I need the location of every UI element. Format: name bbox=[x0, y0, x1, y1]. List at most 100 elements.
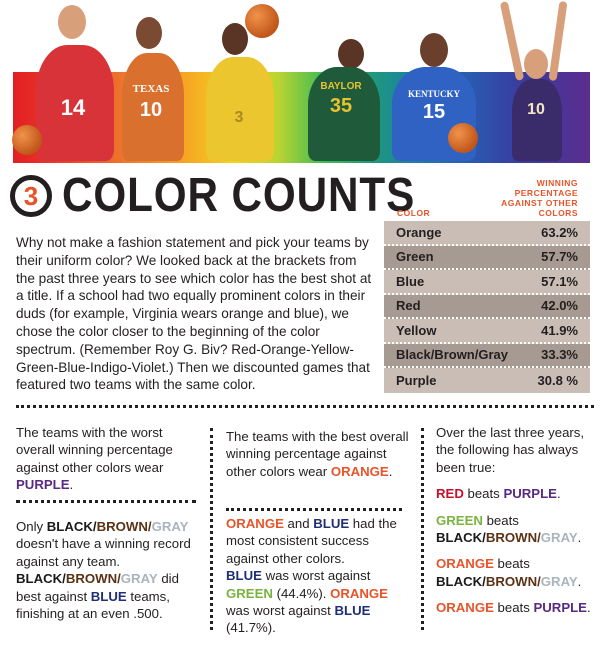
fact-column-2b: ORANGE and BLUE had the most consistent … bbox=[226, 515, 412, 646]
player-head bbox=[338, 39, 364, 69]
fact-text: . bbox=[556, 486, 561, 502]
fact-text: . bbox=[586, 600, 591, 616]
column-divider bbox=[210, 428, 213, 630]
player-photo-purple: 10 bbox=[499, 0, 570, 163]
jersey-team: KENTUCKY bbox=[407, 89, 460, 99]
player-photo-red: 14 bbox=[12, 3, 118, 163]
highlight-brown: BROWN/ bbox=[485, 573, 541, 589]
highlight-purple: PURPLE bbox=[503, 486, 557, 502]
player-jersey bbox=[512, 79, 562, 161]
row-pct: 33.3% bbox=[541, 347, 578, 363]
column-header-winning-percentage: WINNING PERCENTAGE AGAINST OTHER COLORS bbox=[501, 178, 578, 218]
highlight-green: GREEN bbox=[436, 512, 483, 528]
fact-text: beats bbox=[493, 600, 534, 616]
fact-green-beats-bbg: GREEN beats BLACK/BROWN/GRAY. bbox=[436, 512, 596, 547]
player-head bbox=[58, 5, 86, 39]
fact-text: was worst against bbox=[261, 568, 371, 584]
jersey-team: TEXAS bbox=[132, 83, 170, 95]
table-row: Red 42.0% bbox=[384, 294, 590, 319]
highlight-blue: BLUE bbox=[313, 516, 350, 531]
fact-text: and bbox=[283, 516, 314, 531]
fact-red-beats-purple: RED beats PURPLE. bbox=[436, 485, 596, 502]
row-color: Red bbox=[396, 298, 421, 314]
player-head bbox=[222, 23, 248, 55]
highlight-purple: PURPLE bbox=[533, 600, 587, 616]
highlight-orange: ORANGE bbox=[330, 585, 388, 601]
fact-text: had the most consistent success against … bbox=[226, 516, 397, 566]
fact-text: (44.4%). bbox=[272, 585, 331, 601]
player-jersey bbox=[36, 45, 114, 161]
basketball-icon bbox=[12, 125, 42, 155]
section-divider bbox=[16, 405, 594, 408]
player-photo-orange: TEXAS 10 bbox=[112, 15, 190, 163]
page-title: COLOR COUNTS bbox=[62, 169, 416, 222]
highlight-brown: BROWN/ bbox=[65, 571, 121, 587]
highlight-orange: ORANGE bbox=[330, 463, 389, 479]
highlight-blue: BLUE bbox=[226, 568, 262, 584]
player-jersey bbox=[122, 53, 184, 161]
row-pct: 41.9% bbox=[541, 322, 578, 338]
highlight-blue: BLUE bbox=[90, 588, 127, 604]
highlight-green: GREEN bbox=[226, 585, 273, 601]
fact-orange-beats-bbg: ORANGE beats BLACK/BROWN/GRAY. bbox=[436, 555, 596, 590]
fact-text: . bbox=[388, 463, 393, 479]
fact-text: The teams with the best overall winning … bbox=[226, 429, 409, 479]
highlight-black: BLACK/ bbox=[16, 571, 66, 587]
row-color: Green bbox=[396, 249, 434, 265]
basketball-icon bbox=[245, 4, 279, 38]
fact-orange-beats-purple: ORANGE beats PURPLE. bbox=[436, 599, 596, 616]
section-title: 3 COLOR COUNTS bbox=[10, 166, 463, 226]
fact-text: (41.7%). bbox=[226, 620, 276, 636]
highlight-brown: BROWN/ bbox=[485, 530, 541, 546]
row-color: Purple bbox=[396, 372, 437, 388]
highlight-gray: GRAY bbox=[151, 519, 189, 534]
fact-divider bbox=[16, 500, 196, 503]
header-line: COLORS bbox=[538, 208, 578, 218]
highlight-brown: BROWN/ bbox=[96, 519, 152, 534]
column-divider bbox=[421, 428, 424, 630]
fact-column-3: Over the last three years, the following… bbox=[436, 424, 596, 626]
jersey-number: 3 bbox=[234, 109, 244, 126]
highlight-orange: ORANGE bbox=[436, 600, 494, 616]
player-photo-green: BAYLOR 35 bbox=[300, 37, 382, 163]
row-pct: 57.7% bbox=[541, 249, 578, 265]
fact-text: beats bbox=[493, 556, 530, 572]
fact-text: . bbox=[577, 530, 582, 546]
row-pct: 63.2% bbox=[541, 224, 578, 240]
fact-column-1: The teams with the worst overall winning… bbox=[16, 424, 198, 503]
fact-text: . bbox=[69, 477, 74, 493]
highlight-gray: GRAY bbox=[120, 571, 158, 587]
fact-text: The teams with the worst overall winning… bbox=[16, 425, 173, 475]
raised-arm bbox=[548, 0, 568, 82]
intro-paragraph: Why not make a fashion statement and pic… bbox=[16, 235, 372, 393]
highlight-purple: PURPLE bbox=[16, 477, 70, 493]
jersey-number: 14 bbox=[60, 95, 86, 120]
fact-intro: Over the last three years, the following… bbox=[436, 425, 585, 475]
row-color: Orange bbox=[396, 224, 442, 240]
row-color: Black/Brown/Gray bbox=[396, 347, 508, 363]
player-jersey bbox=[206, 57, 274, 161]
player-head bbox=[420, 33, 448, 67]
fact-column-1b: Only BLACK/BROWN/GRAY doesn't have a win… bbox=[16, 518, 198, 631]
fact-black-brown-gray: Only BLACK/BROWN/GRAY doesn't have a win… bbox=[16, 518, 198, 622]
player-jersey bbox=[308, 67, 380, 161]
highlight-blue: BLUE bbox=[334, 603, 371, 619]
highlight-orange: ORANGE bbox=[226, 516, 284, 531]
table-row: Yellow 41.9% bbox=[384, 319, 590, 344]
fact-text: beats bbox=[463, 486, 504, 502]
table-row: Purple 30.8 % bbox=[384, 368, 590, 393]
section-number-badge: 3 bbox=[10, 175, 52, 217]
player-head bbox=[524, 49, 548, 79]
fact-text: beats bbox=[482, 512, 519, 528]
table-row: Blue 57.1% bbox=[384, 270, 590, 295]
table-row: Orange 63.2% bbox=[384, 221, 590, 246]
fact-text: Only bbox=[16, 519, 47, 534]
jersey-number: 10 bbox=[139, 99, 163, 121]
color-win-table: Orange 63.2% Green 57.7% Blue 57.1% Red … bbox=[384, 221, 590, 393]
row-color: Blue bbox=[396, 273, 425, 289]
fact-text: doesn't have a winning record against an… bbox=[16, 536, 191, 569]
fact-column-2: The teams with the best overall winning … bbox=[226, 428, 412, 489]
fact-divider bbox=[226, 508, 402, 511]
row-pct: 30.8 % bbox=[537, 372, 578, 388]
raised-arm bbox=[499, 1, 525, 81]
